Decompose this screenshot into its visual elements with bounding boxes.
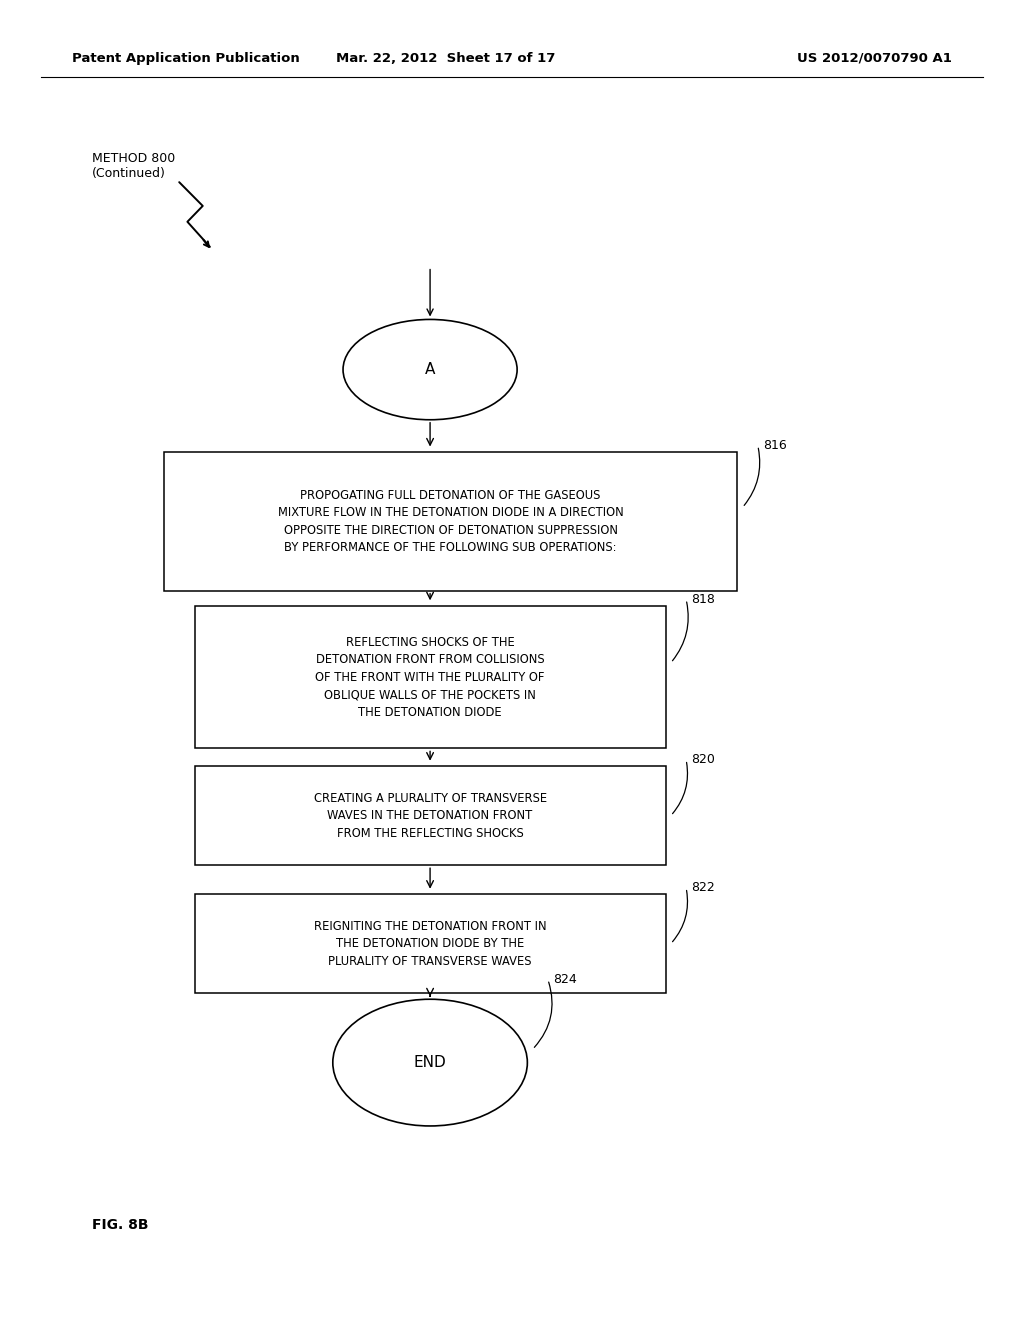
Text: REFLECTING SHOCKS OF THE
DETONATION FRONT FROM COLLISIONS
OF THE FRONT WITH THE : REFLECTING SHOCKS OF THE DETONATION FRON…: [315, 636, 545, 718]
Text: FIG. 8B: FIG. 8B: [92, 1218, 148, 1232]
Text: METHOD 800
(Continued): METHOD 800 (Continued): [92, 152, 175, 180]
Ellipse shape: [333, 999, 527, 1126]
Text: 824: 824: [553, 973, 577, 986]
Text: END: END: [414, 1055, 446, 1071]
Bar: [164, 453, 737, 591]
Text: US 2012/0070790 A1: US 2012/0070790 A1: [798, 51, 952, 65]
Bar: [195, 606, 666, 748]
Ellipse shape: [343, 319, 517, 420]
Text: A: A: [425, 362, 435, 378]
Text: Mar. 22, 2012  Sheet 17 of 17: Mar. 22, 2012 Sheet 17 of 17: [336, 51, 555, 65]
Text: REIGNITING THE DETONATION FRONT IN
THE DETONATION DIODE BY THE
PLURALITY OF TRAN: REIGNITING THE DETONATION FRONT IN THE D…: [313, 920, 547, 968]
Bar: [195, 766, 666, 866]
Text: PROPOGATING FULL DETONATION OF THE GASEOUS
MIXTURE FLOW IN THE DETONATION DIODE : PROPOGATING FULL DETONATION OF THE GASEO…: [278, 488, 624, 554]
Text: 818: 818: [691, 593, 715, 606]
Text: CREATING A PLURALITY OF TRANSVERSE
WAVES IN THE DETONATION FRONT
FROM THE REFLEC: CREATING A PLURALITY OF TRANSVERSE WAVES…: [313, 792, 547, 840]
Bar: [195, 895, 666, 993]
Text: Patent Application Publication: Patent Application Publication: [72, 51, 299, 65]
Text: 820: 820: [691, 754, 715, 766]
Text: 822: 822: [691, 882, 715, 894]
Text: 816: 816: [763, 440, 786, 451]
